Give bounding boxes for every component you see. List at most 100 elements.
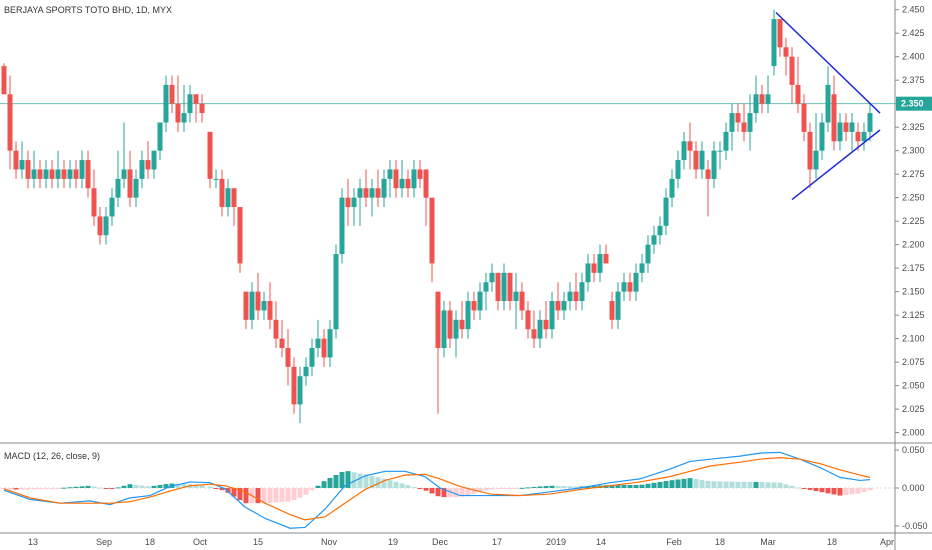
price-tick-label: 2.050 [902,381,925,391]
macd-histogram-bar [181,483,187,488]
candle-body [207,131,213,179]
candle-body [675,160,681,179]
candle-body [7,94,13,151]
candle-body [243,291,249,320]
candle-body [31,169,37,179]
macd-histogram-bar [387,480,393,488]
macd-histogram-bar [321,481,327,488]
macd-histogram-bar [855,488,861,494]
candle-body [169,84,175,104]
price-tick-label: 2.400 [902,52,925,62]
macd-histogram-bar [489,488,495,490]
candle-body [61,169,67,179]
candle-body [753,94,759,114]
macd-tick-label: 0.000 [902,483,925,493]
time-axis-label: 15 [253,537,263,547]
time-axis-label: Mar [760,537,776,547]
macd-histogram-bar [1,488,7,490]
macd-histogram-bar [531,486,537,488]
macd-histogram-bar [759,482,765,488]
candle-body [405,178,411,189]
candle-body [133,178,139,198]
candle-body [1,66,7,95]
candle-body [357,188,363,198]
candle-body [121,169,127,179]
candle-body [285,348,291,367]
candle-body [213,178,219,180]
candle-body [465,301,471,330]
candle-body [555,301,561,311]
time-axis-label: Dec [432,537,449,547]
candle-body [561,301,567,311]
candle-body [49,169,55,179]
macd-histogram-bar [199,485,205,488]
candle-body [97,216,103,236]
candle-body [375,188,381,198]
macd-histogram-bar [591,485,597,488]
macd-histogram-bar [303,488,309,495]
candle-body [109,197,115,217]
candle-body [399,178,405,189]
macd-histogram-bar [145,486,151,488]
macd-histogram-bar [207,486,213,488]
macd-histogram-bar [49,488,55,489]
price-tick-label: 2.275 [902,169,925,179]
price-tick-label: 2.450 [902,5,925,15]
candle-body [831,94,837,142]
candle-body [175,103,181,123]
macd-histogram-bar [103,488,109,489]
macd-histogram-bar [705,480,711,488]
time-axis-label: Sep [96,537,112,547]
macd-histogram-bar [345,471,351,488]
macd-histogram-bar [309,488,315,491]
candle-body [363,188,369,198]
macd-histogram-bar [663,481,669,488]
candle-body [519,291,525,311]
candle-body [861,131,867,142]
candle-body [531,329,537,339]
macd-histogram-bar [609,484,615,488]
macd-histogram-bar [79,486,85,488]
macd-histogram-bar [717,481,723,488]
macd-line [3,451,871,529]
macd-histogram-bar [789,485,795,488]
price-tick-label: 2.225 [902,216,925,226]
candle-body [651,235,657,245]
candle-body [423,169,429,198]
axis-layer[interactable]: 2.450 2.425 2.400 2.375 2.350 2.325 2.300 2.275… [28,5,932,547]
macd-histogram-bar [351,472,357,488]
macd-histogram-bar [273,488,279,503]
time-axis-label: 18 [145,537,155,547]
candle-body [477,291,483,311]
candle-body [13,150,19,170]
macd-histogram-bar [765,482,771,488]
macd-histogram-bar [369,475,375,488]
candle-body [43,169,49,179]
macd-histogram-bar [555,485,561,488]
macd-histogram-bar [513,488,519,489]
price-layer [0,9,895,424]
candle-body [327,329,333,358]
candle-body [139,160,145,179]
candle-body [813,150,819,170]
macd-tick-label: -0.050 [902,521,928,531]
macd-histogram-bar [255,488,261,504]
macd-histogram-bar [867,488,873,491]
macd-histogram-bar [453,488,459,498]
candle-body [633,272,639,292]
macd-histogram-bar [651,482,657,488]
macd-histogram-bar [837,488,843,496]
candle-body [321,338,327,358]
candle-body [663,197,669,226]
candle-body [501,272,507,302]
macd-histogram-bar [375,477,381,488]
macd-histogram-bar [459,488,465,497]
candle-body [525,310,531,330]
candle-body [825,84,831,123]
price-tick-label: 2.000 [902,428,925,438]
candle-body [115,178,121,198]
macd-tick-label: 0.050 [902,445,925,455]
candle-body [231,188,237,208]
candle-body [145,160,151,170]
